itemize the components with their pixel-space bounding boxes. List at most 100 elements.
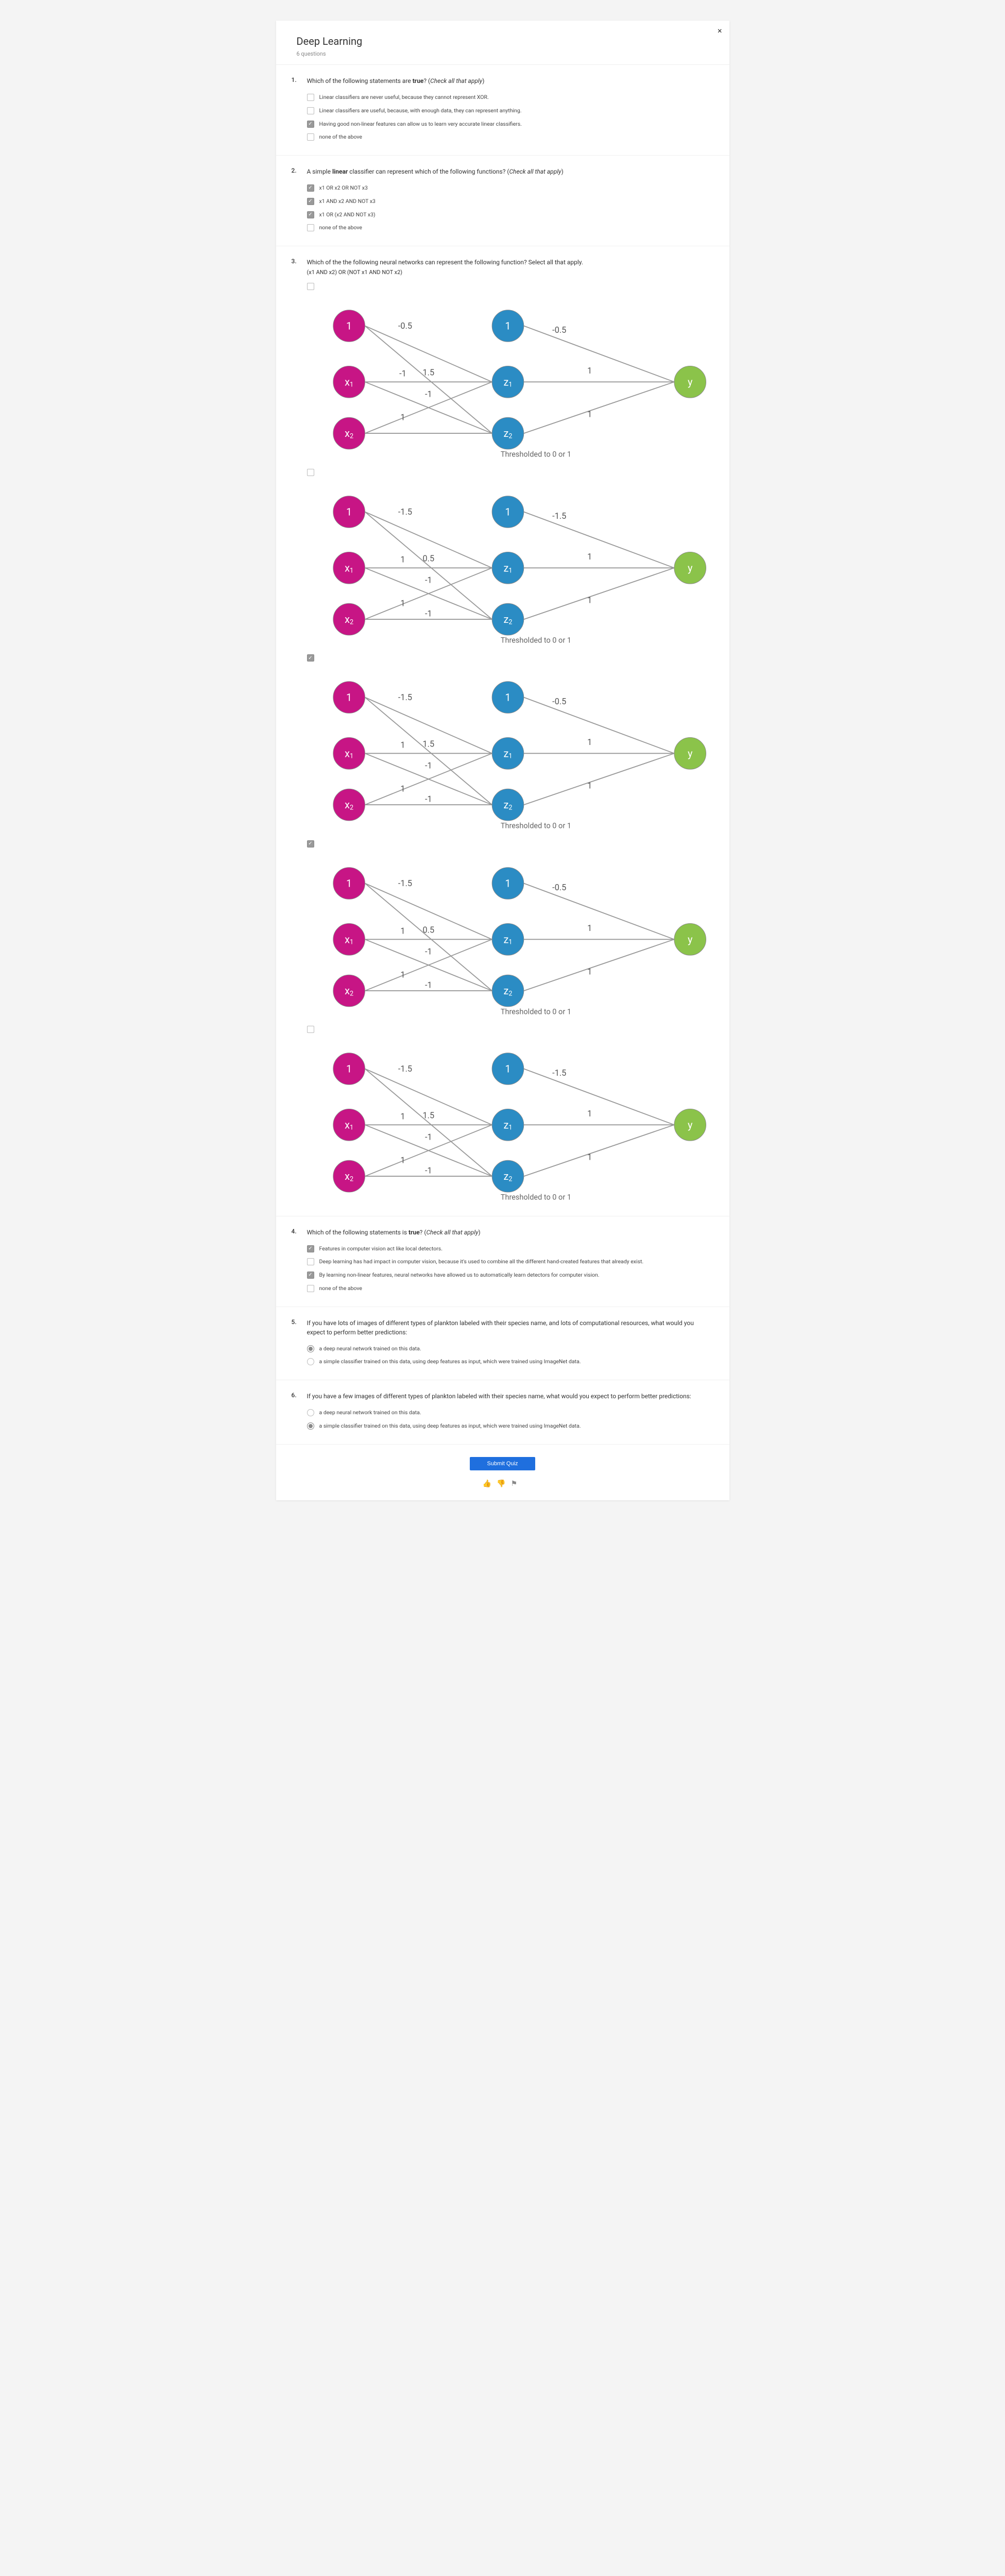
checkbox[interactable] (307, 224, 314, 231)
radio[interactable] (307, 1345, 314, 1352)
network-option[interactable]: 1 x1 x2 1 z1 z2 y -0.5-11.5-11-0.511 Thr… (307, 283, 709, 462)
checkbox[interactable] (307, 1258, 314, 1265)
option-label: x1 AND x2 AND NOT x3 (319, 197, 709, 206)
option-row[interactable]: a simple classifier trained on this data… (307, 1419, 709, 1433)
option-label: Having good non-linear features can allo… (319, 120, 709, 128)
svg-text:1: 1 (400, 784, 405, 794)
svg-text:1: 1 (346, 505, 352, 518)
network-diagram: 1 x1 x2 1 z1 z2 y -1.510.5-11-1-1.511 Th… (307, 479, 709, 648)
radio[interactable] (307, 1358, 314, 1365)
svg-text:-1: -1 (424, 389, 432, 399)
network-checkbox[interactable] (307, 840, 314, 848)
option-row[interactable]: x1 AND x2 AND NOT x3 (307, 195, 709, 208)
option-label: none of the above (319, 133, 709, 141)
question: 1. Which of the following statements are… (276, 65, 729, 156)
option-row[interactable]: Features in computer vision act like loc… (307, 1242, 709, 1256)
option-row[interactable]: none of the above (307, 221, 709, 234)
option-row[interactable]: x1 OR (x2 AND NOT x3) (307, 208, 709, 222)
option-row[interactable]: a deep neural network trained on this da… (307, 1406, 709, 1419)
svg-text:-1: -1 (424, 980, 432, 990)
checkbox[interactable] (307, 1245, 314, 1252)
option-row[interactable]: Having good non-linear features can allo… (307, 117, 709, 131)
network-checkbox[interactable] (307, 283, 314, 290)
option-row[interactable]: Deep learning has had impact in computer… (307, 1255, 709, 1268)
question-number: 4. (292, 1228, 297, 1235)
svg-text:-0.5: -0.5 (398, 321, 412, 331)
svg-text:-1.5: -1.5 (398, 506, 412, 516)
option-row[interactable]: none of the above (307, 1282, 709, 1295)
dislike-icon[interactable]: 👎 (497, 1480, 510, 1488)
option-row[interactable]: a deep neural network trained on this da… (307, 1342, 709, 1355)
header: Deep Learning 6 questions (276, 21, 729, 65)
svg-text:1: 1 (400, 1111, 405, 1121)
close-icon[interactable]: × (718, 26, 722, 36)
question: 3. Which of the the following neural net… (276, 246, 729, 1216)
svg-text:Thresholded to 0 or 1: Thresholded to 0 or 1 (500, 450, 571, 459)
svg-text:1: 1 (505, 1062, 510, 1075)
svg-text:1: 1 (346, 691, 352, 703)
svg-text:1: 1 (400, 554, 405, 564)
question: 6. If you have a few images of different… (276, 1380, 729, 1445)
svg-text:1: 1 (587, 551, 592, 561)
network-diagram: 1 x1 x2 1 z1 z2 y -1.511.5-11-1-1.511 Th… (307, 1036, 709, 1205)
option-row[interactable]: a simple classifier trained on this data… (307, 1355, 709, 1368)
svg-text:-1.5: -1.5 (552, 1068, 566, 1078)
svg-text:1: 1 (505, 319, 510, 332)
svg-text:-1: -1 (424, 1132, 432, 1142)
svg-text:1: 1 (346, 1062, 352, 1075)
svg-text:-0.5: -0.5 (552, 883, 566, 892)
option-row[interactable]: By learning non-linear features, neural … (307, 1268, 709, 1282)
svg-text:1: 1 (587, 737, 592, 747)
like-icon[interactable]: 👍 (483, 1480, 497, 1488)
network-option[interactable]: 1 x1 x2 1 z1 z2 y -1.511.5-11-1-1.511 Th… (307, 1026, 709, 1205)
question-stem: Which of the the following neural networ… (307, 258, 709, 267)
svg-text:-1: -1 (399, 368, 406, 378)
radio[interactable] (307, 1422, 314, 1430)
svg-text:-1.5: -1.5 (398, 878, 412, 888)
option-label: none of the above (319, 1284, 709, 1293)
network-checkbox[interactable] (307, 654, 314, 662)
option-label: a deep neural network trained on this da… (319, 1409, 709, 1417)
option-row[interactable]: x1 OR x2 OR NOT x3 (307, 181, 709, 195)
option-row[interactable]: Linear classifiers are never useful, bec… (307, 91, 709, 104)
option-label: none of the above (319, 224, 709, 232)
svg-text:1: 1 (587, 781, 592, 790)
option-label: x1 OR (x2 AND NOT x3) (319, 211, 709, 219)
question: 2. A simple linear classifier can repres… (276, 156, 729, 246)
network-checkbox[interactable] (307, 469, 314, 476)
svg-text:1: 1 (400, 926, 405, 936)
radio[interactable] (307, 1409, 314, 1416)
svg-text:1: 1 (346, 877, 352, 889)
svg-text:1: 1 (587, 967, 592, 976)
option-row[interactable]: none of the above (307, 130, 709, 144)
checkbox[interactable] (307, 1285, 314, 1292)
checkbox[interactable] (307, 133, 314, 141)
option-row[interactable]: Linear classifiers are useful, because, … (307, 104, 709, 117)
quiz-page: × Deep Learning 6 questions 1. Which of … (276, 21, 729, 1500)
network-diagram: 1 x1 x2 1 z1 z2 y -1.511.5-11-1-0.511 Th… (307, 665, 709, 833)
svg-text:Thresholded to 0 or 1: Thresholded to 0 or 1 (500, 1193, 571, 1201)
svg-text:1.5: 1.5 (422, 739, 434, 749)
submit-button[interactable]: Submit Quiz (470, 1457, 536, 1470)
checkbox[interactable] (307, 94, 314, 101)
network-option[interactable]: 1 x1 x2 1 z1 z2 y -1.510.5-11-1-0.511 Th… (307, 840, 709, 1019)
svg-text:-1: -1 (424, 760, 432, 770)
option-label: Linear classifiers are never useful, bec… (319, 93, 709, 101)
checkbox[interactable] (307, 121, 314, 128)
network-option[interactable]: 1 x1 x2 1 z1 z2 y -1.511.5-11-1-0.511 Th… (307, 654, 709, 833)
option-label: a simple classifier trained on this data… (319, 1422, 709, 1430)
question: 4. Which of the following statements is … (276, 1216, 729, 1307)
network-checkbox[interactable] (307, 1026, 314, 1033)
svg-text:-0.5: -0.5 (552, 325, 566, 335)
checkbox[interactable] (307, 211, 314, 218)
svg-text:Thresholded to 0 or 1: Thresholded to 0 or 1 (500, 1007, 571, 1016)
checkbox[interactable] (307, 107, 314, 114)
svg-text:1: 1 (587, 1109, 592, 1118)
svg-text:1: 1 (587, 1152, 592, 1162)
checkbox[interactable] (307, 198, 314, 205)
network-option[interactable]: 1 x1 x2 1 z1 z2 y -1.510.5-11-1-1.511 Th… (307, 469, 709, 648)
option-label: a simple classifier trained on this data… (319, 1358, 709, 1366)
checkbox[interactable] (307, 184, 314, 192)
flag-icon[interactable]: ⚑ (511, 1480, 523, 1488)
checkbox[interactable] (307, 1272, 314, 1279)
